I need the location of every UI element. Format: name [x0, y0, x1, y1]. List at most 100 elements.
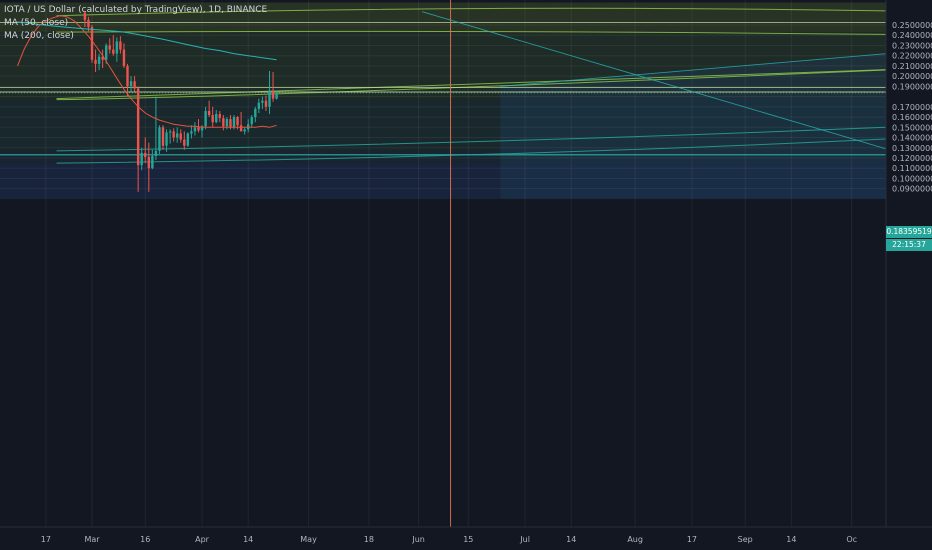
- candle-body[interactable]: [211, 115, 214, 123]
- candle-body[interactable]: [176, 133, 179, 138]
- candle-body[interactable]: [133, 81, 136, 89]
- time-tick-label: 18: [364, 535, 374, 544]
- candle-body[interactable]: [154, 150, 158, 156]
- time-axis[interactable]: 17 Mar 16 Apr 14 May 18 Jun 15 Jul 14 Aug 17 Sep 14 Oc: [0, 526, 932, 544]
- candle-body[interactable]: [215, 114, 218, 123]
- candle-body[interactable]: [122, 49, 126, 66]
- time-tick-label: 17: [687, 535, 697, 544]
- symbol-title[interactable]: IOTA / US Dollar (calculated by TradingV…: [4, 5, 268, 15]
- ma200-legend[interactable]: MA (200, close): [4, 31, 74, 41]
- candle-body[interactable]: [225, 119, 229, 127]
- candle-body[interactable]: [229, 119, 232, 128]
- time-tick-label: 17: [41, 535, 51, 544]
- candle-body[interactable]: [161, 127, 165, 146]
- time-tick-label: 14: [566, 535, 576, 544]
- candle-body[interactable]: [254, 108, 257, 118]
- price-tick-label: 0.12000000: [892, 154, 932, 163]
- candle-body[interactable]: [268, 90, 271, 107]
- time-tick-label: May: [300, 535, 317, 544]
- time-tick-label: Apr: [195, 535, 210, 544]
- candle-body[interactable]: [126, 65, 129, 87]
- candle-body[interactable]: [158, 127, 161, 151]
- candle-body[interactable]: [144, 152, 147, 157]
- fan-line: [500, 53, 886, 87]
- candle-body[interactable]: [204, 110, 207, 127]
- candle-body[interactable]: [97, 56, 101, 64]
- fan-line: [422, 11, 886, 150]
- countdown-tag: 22:15:37: [886, 239, 932, 251]
- candle-body[interactable]: [275, 92, 278, 99]
- price-tick-label: 0.20000000: [892, 72, 932, 81]
- zone-band: [0, 163, 886, 199]
- time-tick-label: 14: [243, 535, 253, 544]
- candle-body[interactable]: [222, 118, 225, 127]
- time-tick-label: Aug: [627, 535, 643, 544]
- candle-body[interactable]: [190, 131, 193, 134]
- candle-body[interactable]: [264, 100, 268, 107]
- time-tick-label: Jul: [519, 535, 530, 544]
- time-tick-label: 14: [786, 535, 796, 544]
- ma50-line[interactable]: [17, 15, 277, 128]
- candle-body[interactable]: [197, 127, 200, 131]
- candle-body[interactable]: [261, 100, 264, 103]
- candle-body[interactable]: [243, 129, 246, 132]
- candle-body[interactable]: [140, 152, 143, 166]
- price-tick-label: 0.19000000: [892, 82, 932, 91]
- ma200-line[interactable]: [17, 21, 277, 61]
- candle-body[interactable]: [179, 133, 182, 140]
- candle-body[interactable]: [172, 131, 175, 138]
- arc-curve: [56, 7, 886, 17]
- candle-body[interactable]: [250, 117, 253, 125]
- price-tick-label: 0.23000000: [892, 41, 932, 50]
- candle-body[interactable]: [218, 114, 221, 119]
- time-tick-label: Jun: [411, 535, 425, 544]
- time-tick-label: Mar: [84, 535, 100, 544]
- arc-curve: [56, 126, 886, 152]
- candle-body[interactable]: [136, 88, 140, 166]
- candle-body[interactable]: [257, 102, 261, 109]
- candle-body[interactable]: [271, 90, 275, 99]
- candle-body[interactable]: [94, 59, 97, 64]
- chart-legend: IOTA / US Dollar (calculated by TradingV…: [4, 4, 267, 43]
- candle-body[interactable]: [101, 56, 104, 60]
- zone-band: [0, 2, 886, 33]
- price-tick-label: 0.24000000: [892, 31, 932, 40]
- fan-area: [500, 53, 886, 199]
- candle-body[interactable]: [87, 19, 90, 28]
- price-tick-label: 0.14000000: [892, 134, 932, 143]
- price-tick-label: 0.10000000: [892, 174, 932, 183]
- time-tick-label: 16: [140, 535, 150, 544]
- candle-body[interactable]: [90, 27, 94, 60]
- price-tick-label: 0.25000000: [892, 21, 932, 30]
- candle-body[interactable]: [83, 12, 87, 20]
- price-tick-label: 0.13000000: [892, 144, 932, 153]
- candle-body[interactable]: [108, 45, 111, 50]
- candle-body[interactable]: [200, 126, 204, 131]
- last-price-tag: 0.18359519: [886, 226, 932, 238]
- candle-body[interactable]: [151, 155, 154, 169]
- candle-body[interactable]: [236, 117, 239, 126]
- candle-body[interactable]: [247, 124, 250, 130]
- candle-body[interactable]: [239, 125, 243, 132]
- candle-body[interactable]: [183, 139, 186, 146]
- candle-body[interactable]: [165, 132, 168, 146]
- candle-body[interactable]: [115, 41, 119, 54]
- price-tick-label: 0.17000000: [892, 103, 932, 112]
- price-tick-label: 0.15000000: [892, 123, 932, 132]
- zone-band: [0, 150, 886, 164]
- candle-body[interactable]: [119, 41, 122, 50]
- candle-body[interactable]: [105, 45, 108, 60]
- price-tick-label: 0.16000000: [892, 113, 932, 122]
- candle-body[interactable]: [232, 117, 236, 128]
- price-axis[interactable]: 0.250000000.240000000.23000000 0.22000000…: [885, 0, 932, 527]
- ma50-legend[interactable]: MA (50, close): [4, 18, 69, 28]
- candle-body[interactable]: [147, 156, 150, 169]
- candle-body[interactable]: [168, 131, 172, 133]
- candle-body[interactable]: [186, 133, 190, 146]
- candle-body[interactable]: [129, 81, 133, 87]
- candle-body[interactable]: [193, 127, 197, 132]
- time-tick-label: 15: [463, 535, 473, 544]
- candle-body[interactable]: [207, 110, 211, 116]
- candle-body[interactable]: [112, 49, 115, 54]
